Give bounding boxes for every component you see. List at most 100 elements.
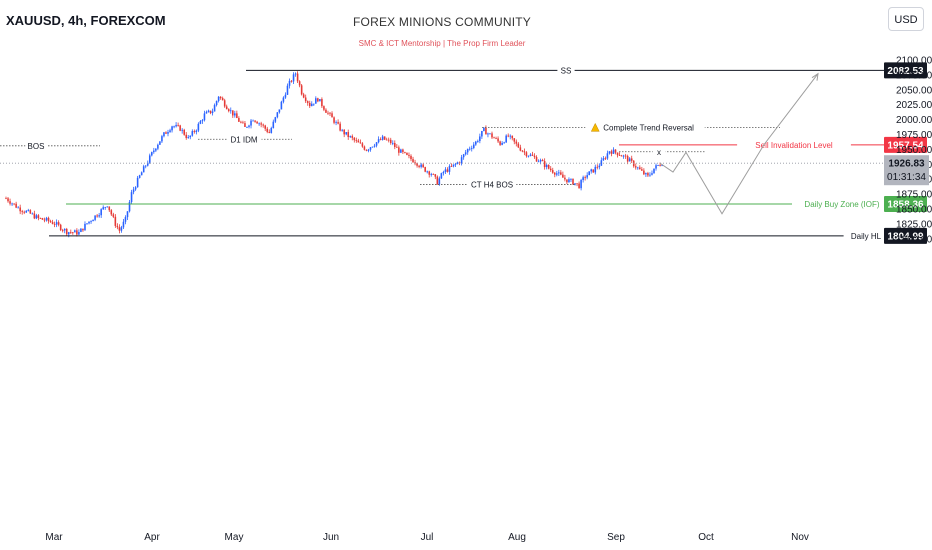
candle-body: [539, 160, 542, 162]
x-tick-4: Jul: [421, 532, 434, 543]
candle-body: [525, 152, 528, 157]
candle-body: [13, 203, 15, 205]
candle-body: [43, 219, 46, 221]
candle-body: [462, 154, 465, 158]
candle-body: [284, 94, 287, 98]
candle-body: [470, 147, 473, 149]
candle-body: [45, 217, 48, 221]
candle-body: [191, 131, 194, 136]
candle-body: [227, 109, 230, 112]
warning-icon: [590, 122, 600, 132]
candle-body: [177, 124, 179, 126]
price-tag-0: [884, 62, 927, 79]
candle-body: [643, 170, 645, 175]
candle-body: [304, 97, 307, 102]
chart-title: FOREX MINIONS COMMUNITY: [353, 15, 531, 29]
candle-body: [163, 132, 165, 137]
level-label-bg: [843, 229, 889, 242]
candle-body: [92, 219, 94, 222]
symbol-label: XAUUSD, 4h, FOREXCOM: [6, 13, 166, 28]
candle-body: [560, 172, 562, 175]
candle-body: [179, 125, 181, 131]
candle-body: [300, 85, 303, 95]
candle-body: [535, 157, 538, 162]
candle-body: [213, 105, 216, 112]
candle-body: [23, 211, 26, 213]
candle-body: [493, 137, 495, 139]
candle-body: [568, 179, 570, 183]
candle-body: [120, 227, 123, 231]
candle-body: [270, 127, 273, 133]
candle-body: [420, 164, 422, 167]
level-label-0: SS: [561, 66, 572, 75]
candle-body: [195, 130, 198, 132]
candle-body: [114, 216, 117, 226]
candle-body: [219, 96, 222, 99]
y-tick-9: 1875.00: [896, 190, 932, 201]
candle-body: [472, 144, 475, 148]
time-axis[interactable]: Mar Apr May Jun Jul Aug Sep Oct Nov: [45, 532, 809, 543]
candle-body: [232, 110, 234, 116]
candle-body: [618, 155, 621, 156]
candle-body: [254, 120, 256, 122]
currency-button[interactable]: USD: [888, 7, 924, 31]
candle-body: [294, 73, 297, 75]
candle-body: [495, 138, 497, 139]
candle-body: [193, 131, 196, 132]
candle-body: [497, 138, 499, 142]
candle-body: [402, 149, 404, 153]
candle-body: [365, 149, 368, 151]
candle-body: [414, 162, 416, 164]
candle-body: [341, 129, 343, 131]
candle-body: [424, 167, 426, 172]
candle-body: [343, 129, 345, 135]
candle-body: [349, 136, 352, 137]
candle-body: [31, 213, 34, 215]
candle-body: [286, 85, 289, 95]
candle-body: [588, 171, 590, 176]
price-axis[interactable]: 2100.00 2075.00 2050.00 2025.00 2000.00 1975.…: [884, 56, 932, 246]
candle-body: [148, 155, 151, 163]
candle-body: [604, 158, 607, 160]
candle-body: [404, 152, 406, 153]
candle-body: [616, 152, 619, 156]
candle-body: [531, 154, 534, 156]
candle-body: [381, 136, 384, 140]
candle-body: [590, 169, 593, 172]
candle-body: [450, 166, 453, 167]
annotations-layer: BOS D1 IDM Complete Trend Reversal CT H4 BO…: [0, 121, 780, 191]
candle-body: [118, 227, 121, 231]
candle-body: [509, 135, 512, 137]
candle-body: [329, 112, 331, 114]
candle-body: [157, 144, 159, 149]
candle-body: [572, 178, 574, 185]
y-tick-6: 1950.00: [896, 145, 932, 156]
candle-body: [331, 113, 333, 118]
candle-body: [452, 164, 455, 167]
price-tag-3: [884, 227, 927, 244]
candle-body: [641, 169, 643, 171]
price-tag-text-3: 1804.99: [887, 231, 924, 242]
annotation-label-3: CT H4 BOS: [471, 181, 513, 190]
candle-body: [53, 223, 56, 225]
candle-body: [110, 210, 113, 215]
candle-body: [65, 228, 68, 235]
annotation-bg: [226, 133, 262, 146]
current-price-text: 1926.83: [888, 159, 925, 170]
candle-body: [86, 223, 88, 225]
annotation-bg: [467, 178, 517, 191]
candle-body: [25, 210, 28, 213]
projection-arrowhead: [811, 72, 819, 81]
candle-body: [317, 98, 319, 102]
candle-body: [313, 103, 315, 105]
candle-body: [290, 80, 293, 82]
candle-body: [201, 120, 204, 122]
candle-body: [165, 132, 167, 134]
candle-body: [106, 206, 109, 208]
candle-body: [645, 173, 647, 175]
candle-body: [551, 170, 554, 173]
price-tag-text-2: 1858.36: [887, 200, 924, 211]
candle-body: [602, 158, 605, 161]
candle-body: [408, 154, 410, 156]
